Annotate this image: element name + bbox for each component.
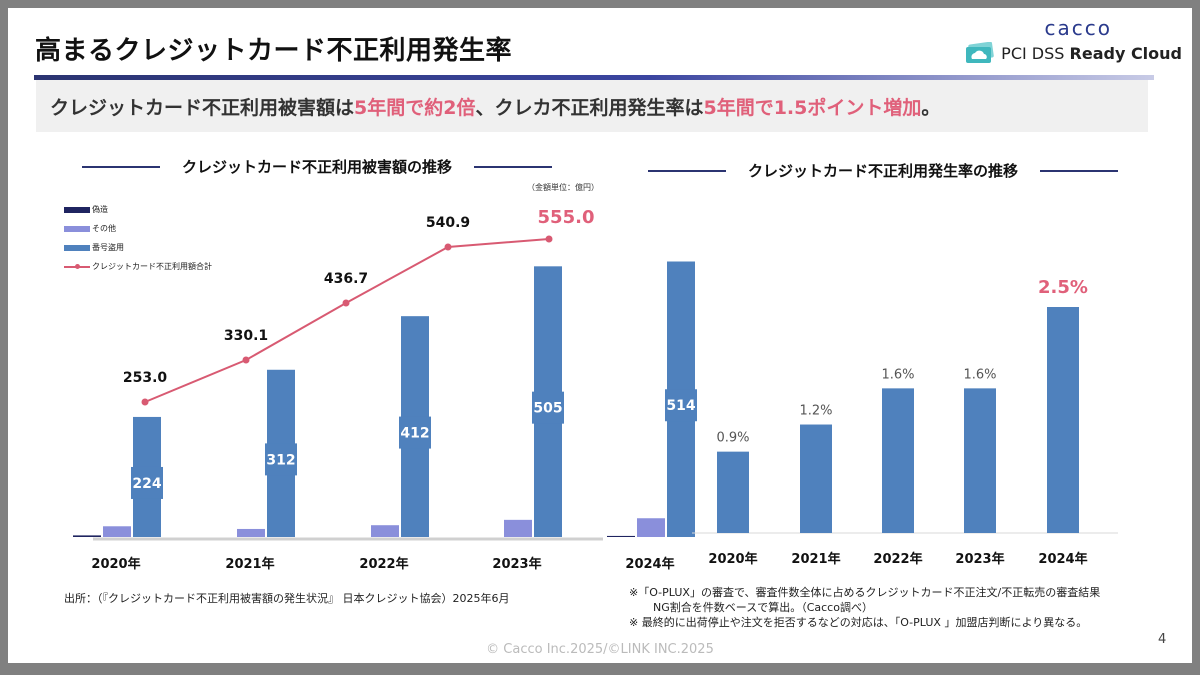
bar-value-label: 312 [266, 452, 295, 468]
rate-value-label: 0.9% [716, 431, 749, 446]
legend-label: クレジットカード不正利用額合計 [92, 262, 212, 271]
right-chart-title: クレジットカード不正利用発生率の推移 [748, 162, 1019, 180]
legend-item-number-theft: 番号盗用 [64, 238, 212, 257]
bar-other [637, 518, 665, 537]
cacco-logo: cacco [1044, 16, 1112, 40]
bar-label-box [265, 443, 297, 476]
x-tick-label: 2023年 [492, 556, 541, 572]
page-number: 4 [1158, 632, 1167, 647]
x-tick-label: 2022年 [359, 556, 408, 572]
x-tick-label: 2020年 [91, 556, 140, 572]
headline-text-1: クレジットカード不正利用被害額は [50, 96, 355, 119]
x-tick-label: 2023年 [955, 551, 1004, 567]
headline-highlight-2: 5年間で1.5ポイント増加 [703, 96, 922, 119]
bar-label-box [532, 391, 564, 424]
legend-item-other: その他 [64, 219, 212, 238]
product-name: PCI DSS Ready Cloud [1001, 43, 1182, 63]
total-line-point [342, 299, 350, 307]
footnote-1: ※「O-PLUX」の審査で、審査件数全体に占めるクレジットカード不正注文/不正転… [629, 586, 1101, 599]
bar-value-label: 514 [666, 398, 695, 414]
footnote-2: ※ 最終的に出荷停止や注文を拒否するなどの対応は、「O-PLUX 」加盟店判断に… [629, 616, 1088, 629]
total-value-label: 253.0 [123, 370, 168, 386]
x-tick-label: 2024年 [625, 556, 674, 572]
right-chart-heading: クレジットカード不正利用発生率の推移 [648, 160, 1119, 181]
bar-label-box [665, 389, 697, 422]
legend-swatch [64, 244, 90, 251]
source-citation: 出所：（『クレジットカード不正利用被害額の発生状況』 日本クレジット協会）202… [64, 592, 510, 605]
bar-forgery [607, 535, 635, 537]
rate-bar [964, 388, 996, 533]
footnotes: ※「O-PLUX」の審査で、審査件数全体に占めるクレジットカード不正注文/不正転… [629, 585, 1100, 630]
total-line-point [242, 356, 250, 364]
legend-swatch [64, 225, 90, 232]
bar-value-label: 505 [533, 401, 562, 417]
bar-value-label: 224 [132, 476, 161, 492]
left-chart-title: クレジットカード不正利用被害額の推移 [182, 158, 453, 176]
bar-value-label: 412 [400, 426, 429, 442]
copyright: © Cacco Inc.2025/©LINK INC.2025 [486, 642, 714, 657]
bar-forgery [73, 535, 101, 537]
bar-other [504, 519, 532, 537]
headline-text-3: 。 [921, 96, 941, 119]
x-tick-label: 2020年 [708, 551, 757, 567]
bar-other [103, 526, 131, 537]
headline-text-2: 、クレカ不正利用発生率は [475, 96, 704, 119]
rate-bar [1047, 307, 1079, 533]
heading-rule [82, 165, 160, 168]
headline-highlight-1: 5年間で約2倍 [354, 96, 476, 119]
legend-item-total: クレジットカード不正利用額合計 [64, 257, 212, 276]
bar-label-box [131, 466, 163, 499]
total-line-point [141, 398, 149, 406]
cloud-card-icon [966, 42, 994, 63]
footnote-1-cont: NG割合を件数ベースで算出。（Cacco調べ） [653, 601, 873, 614]
rate-value-label: 1.6% [881, 367, 914, 382]
legend-item-forgery: 偽造 [64, 200, 212, 219]
total-value-label: 330.1 [224, 328, 268, 344]
bar-other [237, 528, 265, 537]
unit-note: （金額単位：億円） [527, 183, 599, 192]
rate-value-label: 2.5% [1038, 277, 1088, 298]
page-title: 高まるクレジットカード不正利用発生率 [35, 36, 513, 66]
total-value-label: 555.0 [538, 207, 595, 228]
title-underline [34, 75, 1154, 80]
heading-rule [1040, 169, 1119, 172]
headline-banner: クレジットカード不正利用被害額は 5年間で約2倍 、クレカ不正利用発生率は 5年… [36, 80, 1148, 132]
heading-rule [474, 165, 553, 168]
total-value-label: 540.9 [426, 215, 470, 231]
heading-rule [648, 169, 726, 172]
legend-swatch [64, 206, 90, 213]
total-line-point [444, 243, 452, 251]
bar-label-box [399, 416, 431, 449]
rate-bar [717, 451, 749, 533]
legend-label: 偽造 [92, 205, 108, 214]
legend-label: 番号盗用 [92, 243, 124, 252]
logo: cacco PCI DSS Ready Cloud [965, 16, 1182, 64]
rate-bar [800, 424, 832, 533]
x-tick-label: 2021年 [791, 551, 840, 567]
legend-swatch-line [64, 263, 90, 269]
x-tick-label: 2021年 [225, 556, 274, 572]
bar-other [371, 525, 399, 537]
left-chart-heading: クレジットカード不正利用被害額の推移 [82, 156, 553, 177]
total-line-point [545, 235, 553, 243]
rate-value-label: 1.2% [799, 404, 832, 419]
legend: 偽造 その他 番号盗用 クレジットカード不正利用額合計 [64, 200, 212, 276]
rate-value-label: 1.6% [963, 367, 996, 382]
legend-label: その他 [92, 224, 116, 233]
x-tick-label: 2024年 [1038, 551, 1087, 567]
rate-bar [882, 388, 914, 533]
total-value-label: 436.7 [324, 271, 368, 287]
x-tick-label: 2022年 [873, 551, 922, 567]
